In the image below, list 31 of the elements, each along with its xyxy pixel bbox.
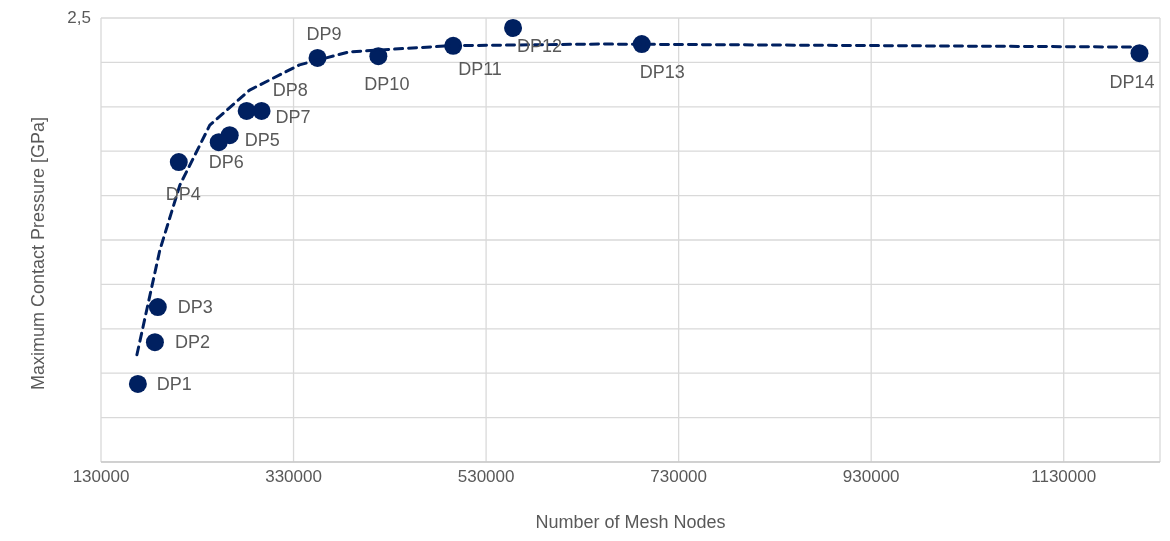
y-axis-title: Maximum Contact Pressure [GPa]	[28, 116, 49, 390]
annotation: DP1	[156, 373, 192, 394]
x-tick-label: 730000	[650, 467, 707, 487]
text: 2,5	[66, 8, 91, 28]
annotation: DP14	[1109, 71, 1155, 92]
annotation: DP5	[244, 129, 280, 150]
annotation: DP6	[208, 151, 244, 172]
x-tick-label: 1130000	[1031, 467, 1097, 487]
point	[169, 153, 188, 172]
annotation: DP4	[165, 183, 201, 204]
x-tick-label: 330000	[265, 467, 322, 487]
point	[504, 18, 523, 37]
annotation: DP11	[458, 58, 502, 79]
annotation: DP2	[174, 331, 210, 352]
point	[145, 333, 164, 352]
annotation: DP9	[306, 23, 342, 44]
point	[148, 298, 167, 317]
x-tick-label: 930000	[842, 467, 900, 487]
x-axis-title: Number of Mesh Nodes	[535, 512, 726, 532]
annotation: DP8	[272, 79, 308, 100]
point	[1130, 44, 1149, 63]
point	[209, 133, 228, 152]
annotation: DP3	[177, 296, 213, 317]
point	[237, 101, 256, 120]
point	[252, 101, 271, 120]
x-tick-label: 530000	[457, 467, 515, 487]
annotation: DP7	[275, 106, 311, 127]
x-tick-label: 130000	[72, 467, 130, 487]
annotation: DP13	[639, 61, 685, 82]
point	[128, 374, 147, 393]
annotation: DP10	[364, 73, 410, 94]
